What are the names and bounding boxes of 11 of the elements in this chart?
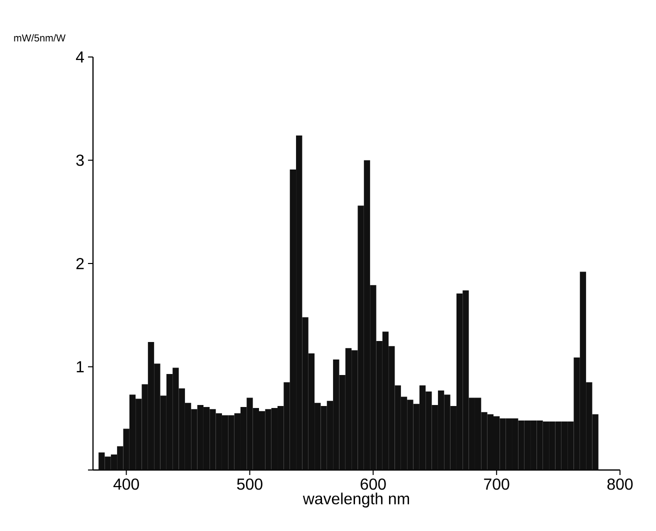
y-tick-label: 4 (76, 52, 84, 62)
y-tick-label: 3 (76, 154, 84, 166)
x-tick-label: 700 (484, 478, 510, 490)
x-tick-label: 600 (360, 478, 386, 490)
x-tick-label: 400 (113, 478, 139, 490)
x-axis-title: wavelength nm (302, 492, 410, 508)
x-tick-label: 800 (607, 478, 633, 490)
y-tick-label: 2 (76, 258, 84, 270)
y-tick-label: 1 (76, 361, 84, 372)
x-tick-label: 500 (237, 478, 262, 490)
y-axis-title: mW/5nm/W (14, 34, 66, 42)
